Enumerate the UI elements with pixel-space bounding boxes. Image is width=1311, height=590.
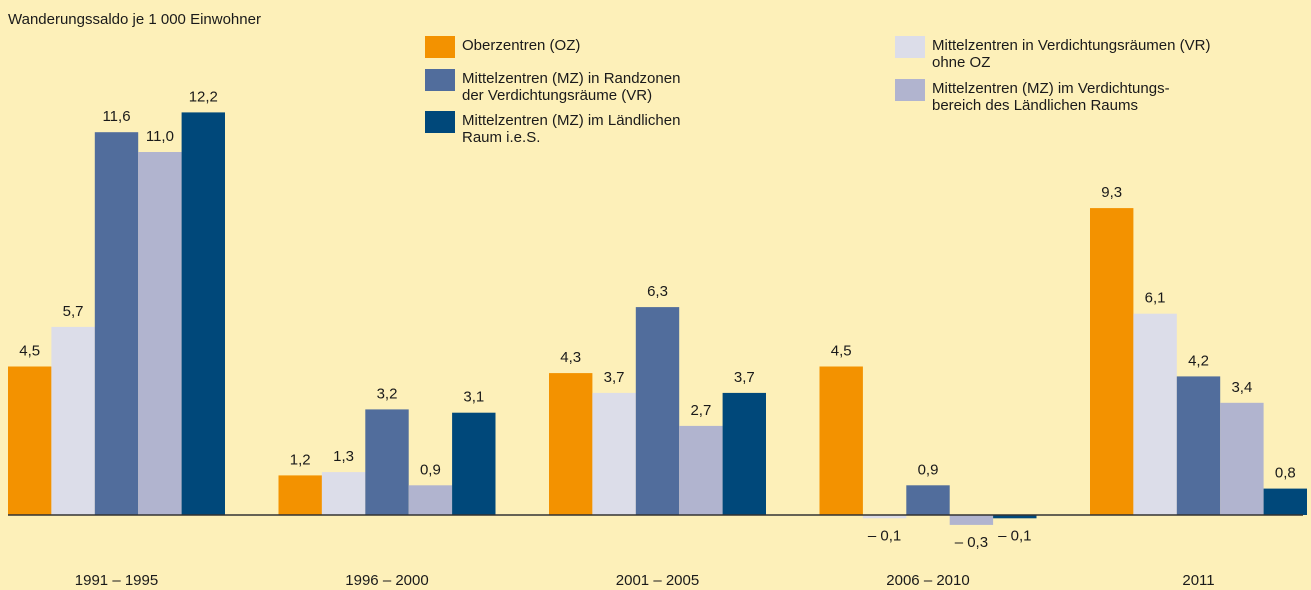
data-label: 0,9: [420, 461, 441, 478]
legend-label: Mittelzentren (MZ) im Verdichtungs- bere…: [932, 80, 1170, 114]
data-label: 0,9: [918, 461, 939, 478]
bar: [1263, 488, 1307, 515]
data-label: 0,8: [1275, 465, 1296, 482]
data-label: – 0,1: [868, 527, 901, 544]
legend-label: Mittelzentren (MZ) in Randzonen der Verd…: [462, 70, 681, 104]
data-label: 3,4: [1231, 379, 1252, 396]
bar: [635, 307, 680, 515]
bar: [408, 485, 453, 515]
x-tick-label: 2011: [1182, 572, 1214, 589]
bar: [94, 132, 139, 515]
bar: [722, 392, 766, 515]
legend-item: Mittelzentren (MZ) im Verdichtungs- bere…: [895, 79, 1170, 114]
legend-item: Oberzentren (OZ): [425, 36, 580, 58]
bar: [8, 366, 52, 515]
legend-swatch: [425, 36, 455, 58]
data-label: 1,2: [290, 451, 311, 468]
y-axis-label: Wanderungssaldo je 1 000 Einwohner: [8, 11, 261, 28]
data-label: – 0,3: [955, 534, 988, 551]
data-label: 9,3: [1101, 184, 1122, 201]
data-label: 4,5: [831, 342, 852, 359]
bar: [321, 472, 366, 515]
bar: [679, 425, 723, 515]
bar: [51, 326, 95, 515]
bar: [1133, 313, 1177, 515]
legend-swatch: [425, 111, 455, 133]
bar: [278, 475, 322, 515]
bar: [993, 515, 1037, 519]
x-tick-label: 1996 – 2000: [345, 572, 428, 589]
bar: [452, 412, 496, 515]
bar: [862, 515, 907, 519]
bar: [181, 112, 225, 516]
legend-item: Mittelzentren (MZ) in Randzonen der Verd…: [425, 69, 680, 104]
legend-item: Mittelzentren in Verdichtungsräumen (VR)…: [895, 36, 1210, 71]
legend-swatch: [895, 36, 925, 58]
data-label: 12,2: [189, 88, 218, 105]
data-label: 11,0: [146, 128, 174, 145]
legend-label: Mittelzentren in Verdichtungsräumen (VR)…: [932, 37, 1211, 71]
bar: [1220, 402, 1264, 515]
x-tick-label: 2006 – 2010: [886, 572, 969, 589]
data-label: 6,1: [1145, 290, 1166, 307]
data-label: 3,1: [463, 389, 484, 406]
data-label: 4,3: [560, 349, 581, 366]
legend-swatch: [425, 69, 455, 91]
bar: [1090, 208, 1134, 515]
bar: [819, 366, 863, 515]
legend-label: Mittelzentren (MZ) im Ländlichen Raum i.…: [462, 112, 681, 146]
data-label: 3,2: [377, 385, 398, 402]
data-label: 3,7: [604, 369, 625, 386]
data-label: 5,7: [63, 303, 84, 320]
bar: [1176, 376, 1221, 515]
bar: [949, 515, 994, 525]
bar: [365, 409, 409, 515]
legend-item: Mittelzentren (MZ) im Ländlichen Raum i.…: [425, 111, 680, 146]
x-tick-label: 2001 – 2005: [616, 572, 699, 589]
legend-swatch: [895, 79, 925, 101]
bar: [906, 485, 950, 515]
data-label: 4,5: [19, 342, 40, 359]
data-label: 3,7: [734, 369, 755, 386]
x-tick-label: 1991 – 1995: [75, 572, 158, 589]
bar: [592, 392, 636, 515]
legend-label: Oberzentren (OZ): [462, 37, 581, 54]
data-label: 11,6: [102, 108, 130, 125]
bar: [138, 152, 182, 515]
data-label: 4,2: [1188, 352, 1209, 369]
data-label: – 0,1: [998, 527, 1031, 544]
data-label: 2,7: [690, 402, 711, 419]
data-label: 6,3: [647, 283, 668, 300]
data-label: 1,3: [333, 448, 354, 465]
bar: [549, 373, 593, 515]
